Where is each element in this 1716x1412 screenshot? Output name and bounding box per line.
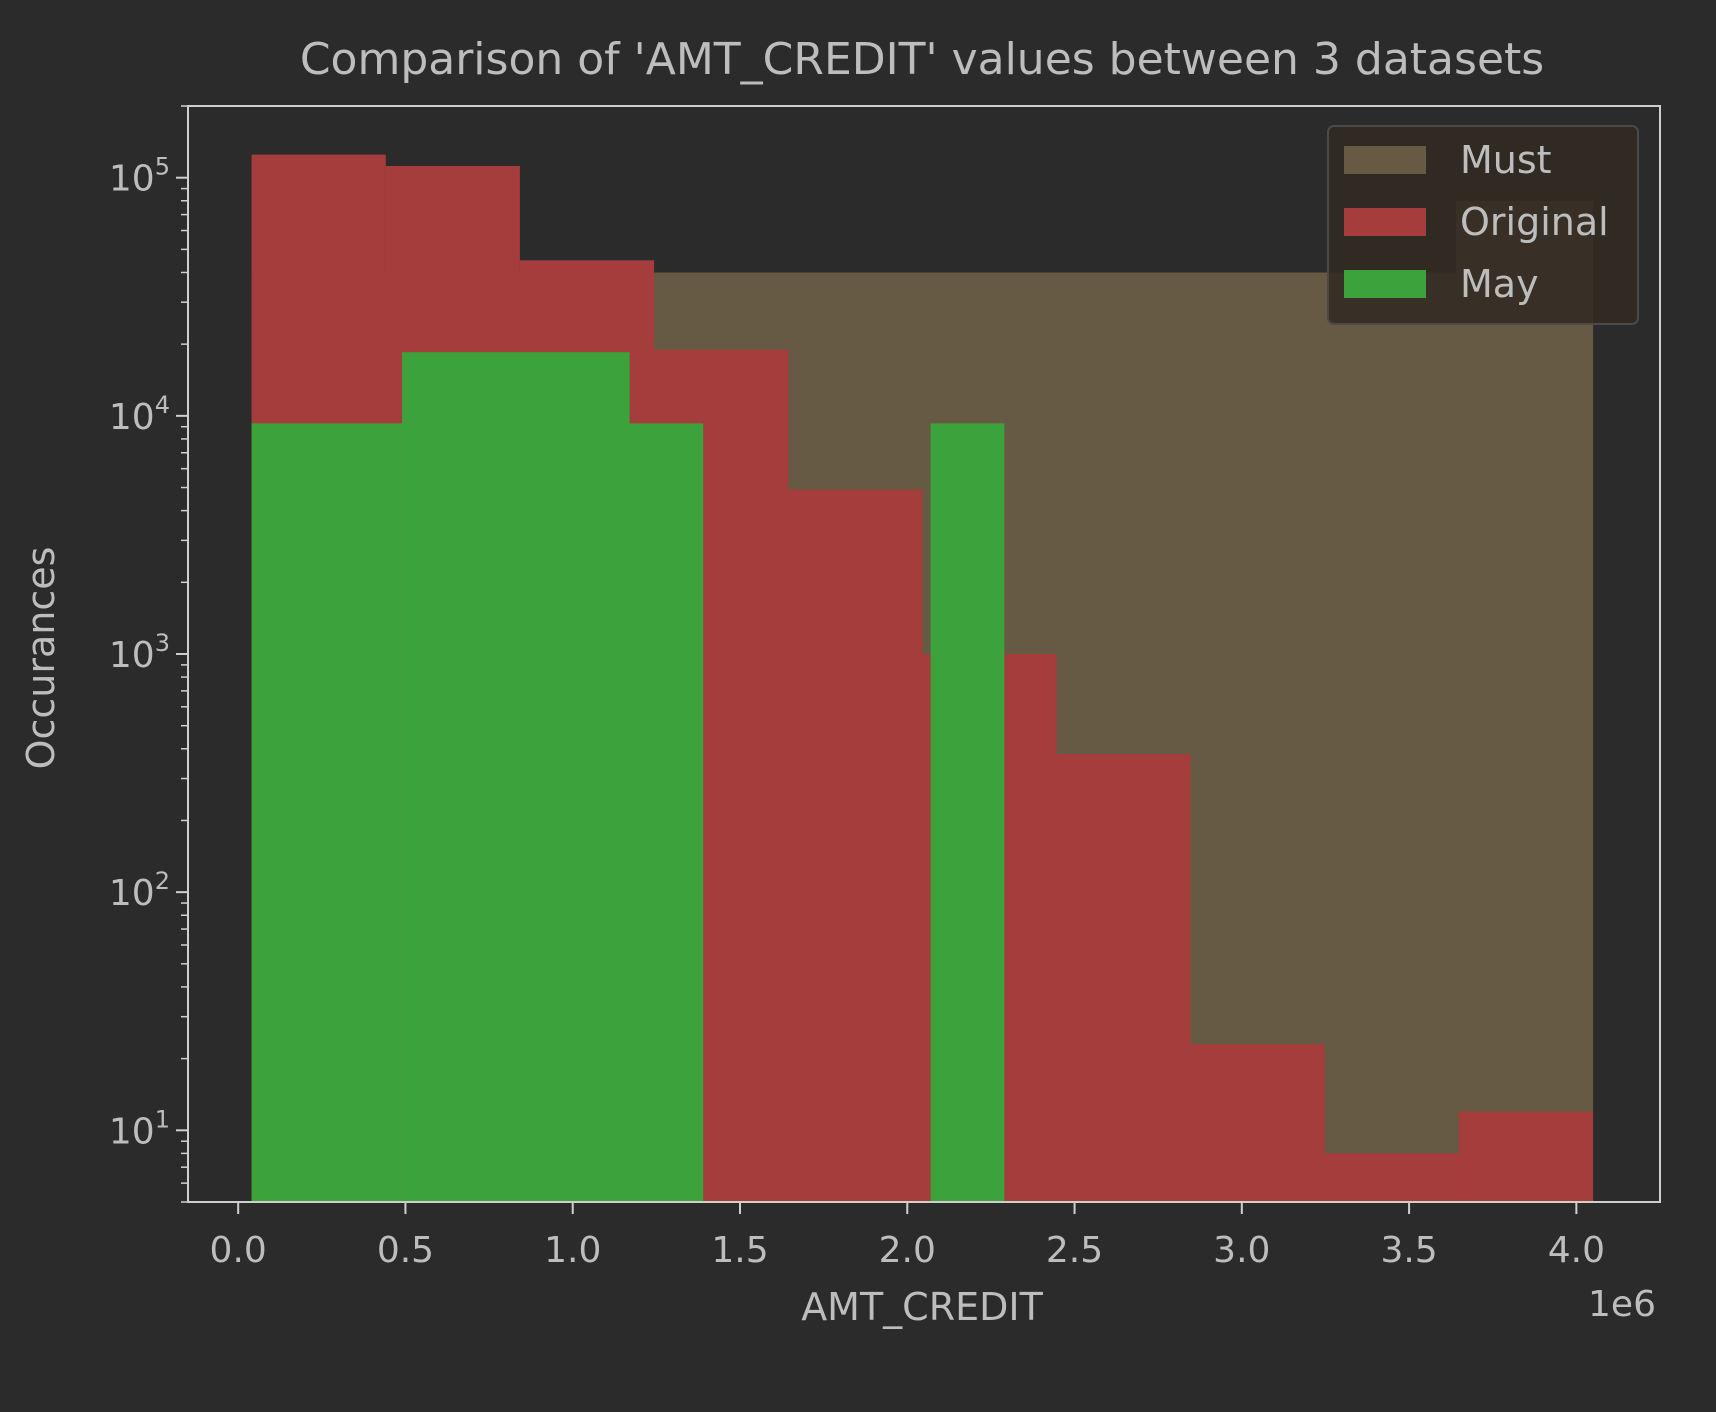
x-tick-label-2: 1.0 xyxy=(544,1230,601,1271)
x-tick-label-1: 0.5 xyxy=(377,1230,434,1271)
y-tick-label-1: 102 xyxy=(109,867,170,914)
bar-original-8 xyxy=(1324,1153,1459,1202)
bar-may-0 xyxy=(251,423,403,1202)
y-tick-label-4: 105 xyxy=(109,153,170,200)
y-axis: 101 102 103 104 105 xyxy=(109,105,188,1203)
x-tick-label-3: 1.5 xyxy=(711,1230,768,1271)
legend-label-original: Original xyxy=(1460,200,1609,244)
bar-original-4 xyxy=(788,489,923,1203)
legend-swatch-must xyxy=(1344,146,1426,174)
bar-original-9 xyxy=(1458,1111,1594,1202)
y-tick-label-0: 101 xyxy=(109,1105,170,1152)
chart-title: Comparison of 'AMT_CREDIT' values betwee… xyxy=(300,34,1544,85)
bar-must-3 xyxy=(1455,200,1594,1203)
legend-label-may: May xyxy=(1460,262,1539,306)
bar-may-2 xyxy=(629,423,704,1202)
bar-may-1 xyxy=(402,352,630,1202)
x-tick-label-8: 4.0 xyxy=(1548,1230,1605,1271)
y-tick-label-3: 104 xyxy=(109,391,170,438)
bars-layer xyxy=(251,154,1594,1203)
legend-swatch-may xyxy=(1344,270,1426,298)
legend-items: Must Original May xyxy=(1344,138,1609,306)
y-tick-label-2: 103 xyxy=(109,629,170,676)
x-tick-label-4: 2.0 xyxy=(879,1230,936,1271)
legend-swatch-original xyxy=(1344,208,1426,236)
y-axis-label: Occurances xyxy=(19,547,63,770)
x-tick-label-6: 3.0 xyxy=(1213,1230,1270,1271)
bar-original-7 xyxy=(1190,1044,1325,1202)
x-axis-offset-label: 1e6 xyxy=(1588,1284,1656,1325)
legend: Must Original May xyxy=(1327,125,1639,325)
x-tick-label-0: 0.0 xyxy=(210,1230,267,1271)
legend-label-must: Must xyxy=(1460,138,1552,182)
x-tick-label-5: 2.5 xyxy=(1046,1230,1103,1271)
bar-may-3 xyxy=(930,423,1005,1202)
x-axis: 0.0 0.5 1.0 1.5 2.0 2.5 3.0 3.5 4.0 xyxy=(210,1202,1605,1271)
bar-original-6 xyxy=(1056,754,1191,1202)
x-tick-label-7: 3.5 xyxy=(1380,1230,1437,1271)
x-axis-label: AMT_CREDIT xyxy=(801,1285,1043,1329)
